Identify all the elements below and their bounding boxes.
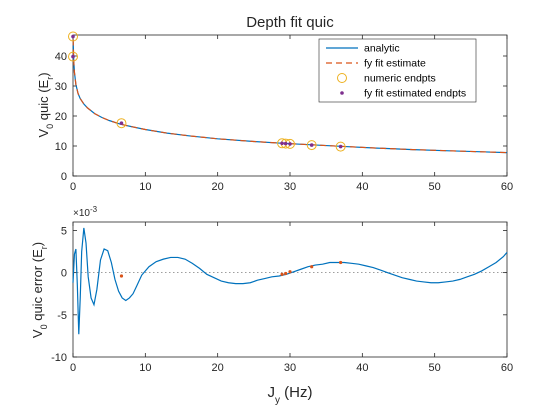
x-tick-label: 20	[212, 362, 224, 374]
fit-endpt-marker	[309, 143, 314, 147]
legend-label-numeric-endpts: numeric endpts	[364, 73, 436, 85]
chart-title: Depth fit quic	[246, 14, 334, 31]
x-tick-label: 50	[429, 362, 441, 374]
error-endpt-marker	[310, 265, 314, 269]
top-endpoint-markers	[68, 31, 346, 152]
legend-swatch-numeric-endpts	[337, 73, 347, 83]
numeric-endpt-marker	[306, 140, 317, 151]
series-line-fy-fit-estimate	[72, 39, 508, 154]
x-axis-label: Jy (Hz)	[268, 384, 313, 406]
legend-label-fit-endpts: fy fit estimated endpts	[364, 88, 466, 100]
numeric-endpt-marker	[68, 31, 78, 42]
x-tick-label: 10	[139, 362, 151, 374]
error-endpt-marker	[339, 260, 343, 265]
legend-swatch-fit-endpts	[340, 91, 344, 95]
y-tick-label: 0	[61, 268, 67, 280]
x-tick-label: 30	[284, 181, 296, 193]
bottom-axis-ticks: 0 10 20 30 40 50 60 -10 -5 0 5	[51, 222, 513, 374]
top-axis-ticks: 0 10 20 30 40 50 60 0 10 20 30 40	[55, 35, 513, 193]
bottom-y-axis-label: V0 quic error (Er)	[30, 242, 49, 338]
legend-label-analytic: analytic	[364, 43, 400, 55]
numeric-endpt-marker	[116, 118, 127, 129]
fit-endpt-marker	[119, 121, 124, 125]
x-tick-label: 40	[356, 362, 368, 374]
top-chart: Depth fit quic 0 10 20 30 40 50 60 0 10 20 30 40 V0…	[36, 14, 513, 193]
x-tick-label: 60	[501, 362, 513, 374]
top-series-lines	[72, 39, 508, 154]
error-endpt-marker	[284, 271, 288, 276]
bottom-axes-box	[72, 221, 508, 358]
y-axis-multiplier: ×10-3	[73, 205, 98, 220]
x-tick-label: 50	[429, 181, 441, 193]
x-tick-label: 0	[70, 362, 76, 374]
legend-label-fit: fy fit estimate	[364, 58, 426, 70]
fit-endpt-marker	[71, 34, 75, 39]
fit-endpt-marker	[280, 141, 284, 146]
y-tick-label: 20	[55, 111, 67, 123]
x-tick-label: 30	[284, 362, 296, 374]
y-tick-label: 40	[55, 51, 67, 63]
y-tick-label: -5	[57, 310, 67, 322]
legend: analytic fy fit estimate numeric endpts …	[318, 38, 477, 103]
error-endpt-marker	[119, 274, 124, 278]
x-tick-label: 10	[139, 181, 151, 193]
fit-endpt-marker	[338, 144, 343, 149]
series-line-error	[72, 227, 508, 335]
fit-endpt-marker	[283, 141, 288, 146]
top-y-axis-label: V0 quic (Er)	[36, 72, 55, 137]
legend-box	[318, 38, 477, 103]
fit-endpt-marker	[71, 54, 75, 59]
x-tick-label: 60	[501, 181, 513, 193]
bottom-series-lines	[72, 227, 508, 335]
x-tick-label: 20	[212, 181, 224, 193]
error-endpt-marker	[288, 270, 292, 274]
x-tick-label: 40	[356, 181, 368, 193]
fit-endpt-marker	[288, 142, 292, 146]
x-tick-label: 0	[70, 181, 76, 193]
y-tick-label: 0	[61, 171, 67, 183]
y-tick-label: 30	[55, 81, 67, 93]
numeric-endpt-marker	[335, 141, 346, 152]
numeric-endpt-marker	[68, 51, 78, 62]
y-tick-label: -10	[51, 352, 67, 364]
y-tick-label: 10	[55, 141, 67, 153]
bottom-markers	[119, 260, 343, 278]
error-endpt-marker	[280, 272, 284, 276]
y-tick-label: 5	[61, 225, 67, 237]
bottom-chart: 0 10 20 30 40 50 60 -10 -5 0 5 ×10-3 V0 quic error…	[30, 205, 513, 406]
